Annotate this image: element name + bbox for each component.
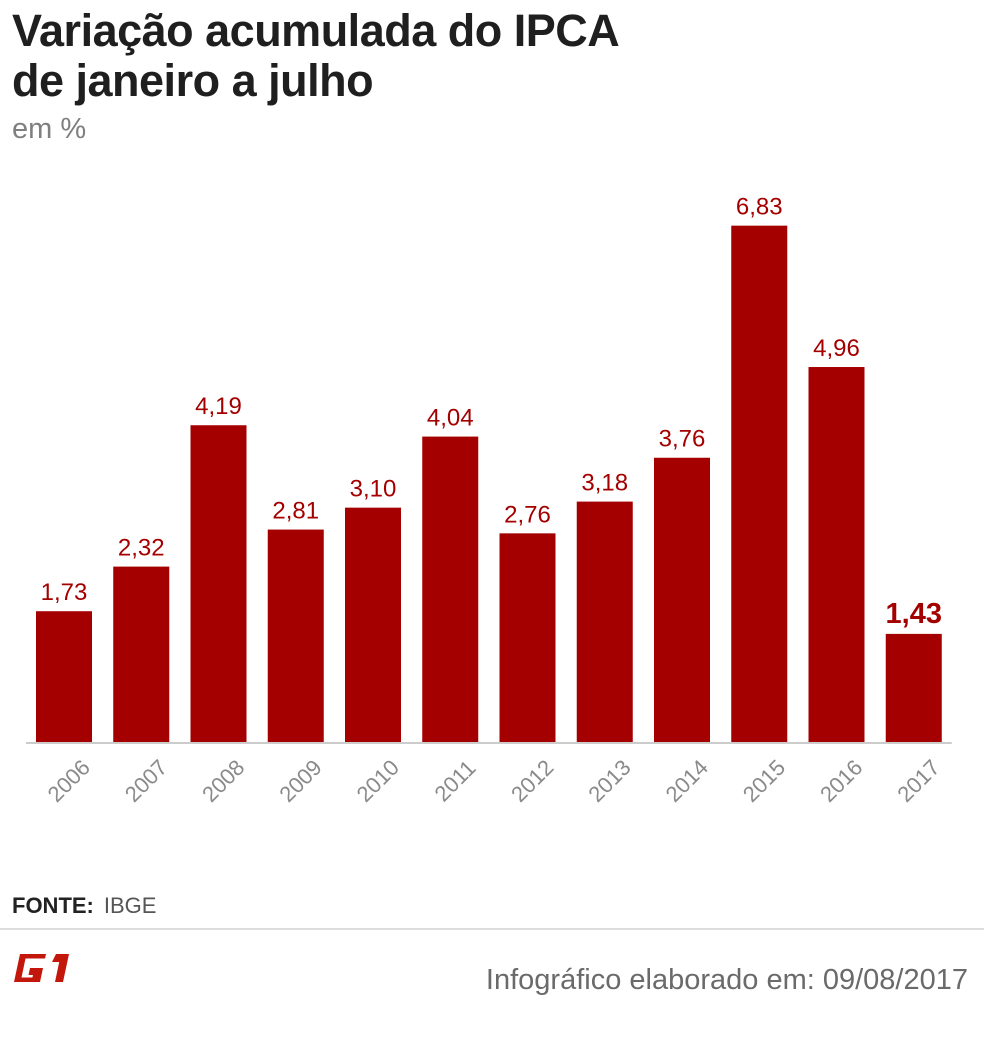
bar-2011 — [422, 436, 479, 742]
x-tick-2006: 2006 — [43, 755, 95, 807]
value-label-2016: 4,96 — [813, 335, 860, 362]
x-tick-2013: 2013 — [583, 755, 635, 807]
bar-2014 — [654, 457, 710, 742]
chart-title: Variação acumulada do IPCA de janeiro a … — [12, 5, 620, 106]
value-label-2014: 3,76 — [659, 426, 706, 453]
value-label-2011: 4,04 — [427, 405, 474, 432]
bar-2008 — [190, 425, 247, 742]
bar-chart: 1,73 2006 2,32 2007 4,19 2008 2,81 2009 3,10 2010… — [26, 194, 952, 807]
unit-label: em % — [12, 113, 87, 145]
value-label-2012: 2,76 — [504, 501, 551, 528]
bar-2010 — [345, 507, 401, 742]
value-label-2010: 3,10 — [350, 476, 397, 503]
x-tick-2008: 2008 — [197, 755, 249, 807]
x-tick-2017: 2017 — [892, 755, 944, 807]
value-label-2015: 6,83 — [736, 194, 783, 221]
value-label-2013: 3,18 — [581, 470, 628, 497]
x-tick-2012: 2012 — [506, 755, 558, 807]
credit-text: Infográfico elaborado em: 09/08/2017 — [485, 964, 968, 996]
source-line: FONTE: IBGE — [12, 893, 156, 919]
x-tick-2010: 2010 — [352, 755, 404, 807]
bar-2017 — [885, 633, 942, 742]
bar-2012 — [499, 533, 556, 742]
chart-title-line1: Variação acumulada do IPCA — [12, 5, 620, 56]
x-tick-2016: 2016 — [815, 755, 867, 807]
value-label-2008: 4,19 — [195, 393, 242, 420]
source-label: FONTE: — [12, 893, 94, 918]
bar-2007 — [113, 566, 170, 742]
value-label-2009: 2,81 — [272, 498, 319, 525]
x-tick-2015: 2015 — [738, 755, 790, 807]
bar-2013 — [576, 501, 633, 742]
bar-2016 — [808, 367, 865, 742]
source-value: IBGE — [103, 893, 157, 918]
footer-divider — [0, 928, 984, 930]
bar-2015 — [731, 225, 788, 743]
x-tick-2011: 2011 — [429, 755, 480, 806]
value-label-2017: 1,43 — [886, 598, 942, 630]
chart-title-line2: de janeiro a julho — [12, 55, 374, 106]
bar-2009 — [267, 529, 324, 742]
x-tick-2014: 2014 — [661, 755, 713, 807]
x-tick-2009: 2009 — [274, 755, 326, 807]
value-label-2007: 2,32 — [118, 535, 165, 562]
value-label-2006: 1,73 — [41, 579, 88, 606]
g1-logo-icon — [12, 948, 74, 988]
x-tick-2007: 2007 — [120, 755, 172, 807]
bar-2006 — [36, 611, 92, 742]
